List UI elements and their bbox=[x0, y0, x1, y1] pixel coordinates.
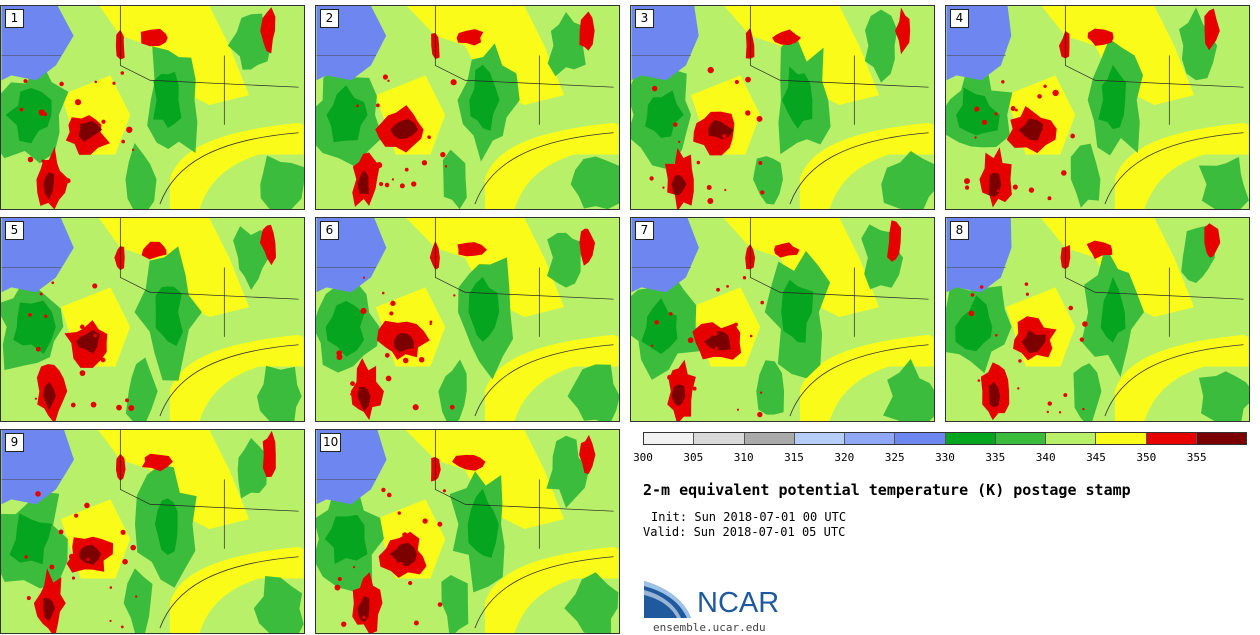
colorbar-segment bbox=[1046, 433, 1097, 444]
postage-stamp-map: 5 bbox=[0, 217, 305, 422]
map-field bbox=[316, 6, 619, 209]
colorbar-segment bbox=[1146, 433, 1197, 444]
colorbar-segment bbox=[845, 433, 896, 444]
map-field bbox=[1, 6, 304, 209]
member-number-label: 1 bbox=[5, 9, 24, 28]
map-field bbox=[1, 430, 304, 633]
site-url: ensemble.ucar.edu bbox=[653, 621, 766, 634]
member-number-label: 8 bbox=[950, 221, 969, 240]
postage-stamp-map: 8 bbox=[945, 217, 1250, 422]
map-field bbox=[946, 218, 1249, 421]
map-field bbox=[1, 218, 304, 421]
map-field bbox=[946, 6, 1249, 209]
colorbar-tick-label: 335 bbox=[985, 451, 1006, 464]
member-number-label: 3 bbox=[635, 9, 654, 28]
postage-stamp-map: 1 bbox=[0, 5, 305, 210]
colorbar-segment bbox=[694, 433, 745, 444]
figure-title: 2-m equivalent potential temperature (K)… bbox=[643, 481, 1131, 499]
colorbar-tick-label: 305 bbox=[683, 451, 704, 464]
postage-stamp-map: 10 bbox=[315, 429, 620, 634]
colorbar-tick-label: 330 bbox=[935, 451, 955, 464]
valid-time: Valid: Sun 2018-07-01 05 UTC bbox=[643, 525, 846, 539]
logo-wordmark: NCAR bbox=[697, 587, 780, 619]
colorbar-tick-label: 355 bbox=[1186, 451, 1207, 464]
colorbar-tick-label: 310 bbox=[733, 451, 754, 464]
colorbar-tick-label: 350 bbox=[1136, 451, 1157, 464]
postage-stamp-map: 2 bbox=[315, 5, 620, 210]
colorbar-tick-label: 345 bbox=[1086, 451, 1106, 464]
colorbar-segment bbox=[644, 433, 695, 444]
colorbar-segment bbox=[895, 433, 946, 444]
colorbar-tick-label: 300 bbox=[633, 451, 653, 464]
map-field bbox=[316, 430, 619, 633]
colorbar-segment bbox=[794, 433, 845, 444]
postage-stamp-map: 9 bbox=[0, 429, 305, 634]
member-number-label: 6 bbox=[320, 221, 339, 240]
colorbar-tick-label: 340 bbox=[1035, 451, 1056, 464]
member-number-label: 7 bbox=[635, 221, 654, 240]
postage-stamp-map: 7 bbox=[630, 217, 935, 422]
colorbar-tick-label: 325 bbox=[884, 451, 905, 464]
ncar-logo-icon bbox=[644, 581, 691, 618]
member-number-label: 9 bbox=[5, 433, 24, 452]
member-number-label: 5 bbox=[5, 221, 24, 240]
map-field bbox=[631, 6, 934, 209]
colorbar-segment bbox=[744, 433, 795, 444]
postage-stamp-map: 4 bbox=[945, 5, 1250, 210]
colorbar-segment bbox=[1096, 433, 1147, 444]
init-time: Init: Sun 2018-07-01 00 UTC bbox=[651, 510, 847, 524]
colorbar-tick-label: 320 bbox=[834, 451, 855, 464]
colorbar-segment bbox=[945, 433, 996, 444]
postage-stamp-map: 6 bbox=[315, 217, 620, 422]
member-number-label: 10 bbox=[320, 433, 342, 452]
colorbar-tick-label: 315 bbox=[784, 451, 804, 464]
colorbar-segment bbox=[1196, 433, 1246, 444]
colorbar bbox=[643, 432, 1247, 445]
map-field bbox=[316, 218, 619, 421]
colorbar-tick-labels: 300 305 310 315 320 325 330 335 340 345 350 355 bbox=[632, 451, 1252, 467]
member-number-label: 2 bbox=[320, 9, 339, 28]
member-number-label: 4 bbox=[950, 9, 969, 28]
colorbar-segment bbox=[995, 433, 1046, 444]
postage-stamp-map: 3 bbox=[630, 5, 935, 210]
map-field bbox=[631, 218, 934, 421]
